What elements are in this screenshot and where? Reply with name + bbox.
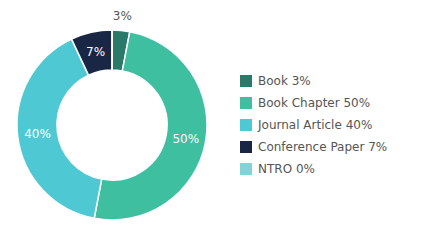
data-labels: 3% 50% 40% 7% [24,9,199,146]
legend-swatch [240,163,252,175]
slices [17,30,207,220]
legend-label: Book 3% [258,74,311,88]
legend-swatch [240,119,252,131]
data-label: 3% [113,9,132,23]
chart-container: 3% 50% 40% 7% Book 3% Book Chapter 50% Journal… [0,0,443,246]
data-label: 50% [172,132,199,146]
legend-swatch [240,141,252,153]
legend-swatch [240,75,252,87]
chart: 3% 50% 40% 7% Book 3% Book Chapter 50% Journal… [0,0,443,246]
legend-swatch [240,97,252,109]
legend-label: NTRO 0% [258,162,315,176]
legend-label: Book Chapter 50% [258,96,370,110]
legend: Book 3% Book Chapter 50% Journal Article 4… [240,74,387,176]
legend-label: Conference Paper 7% [258,140,387,154]
data-label: 7% [86,45,105,59]
legend-label: Journal Article 40% [257,118,372,132]
slice [72,30,112,75]
slice [111,30,113,70]
data-label: 40% [24,127,51,141]
